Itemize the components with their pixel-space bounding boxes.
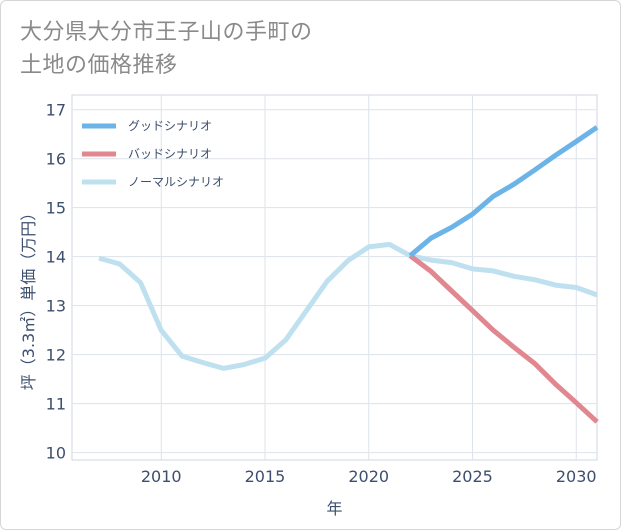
y-tick-label: 16 bbox=[46, 150, 66, 169]
series-line-2 bbox=[98, 241, 598, 371]
page-title: 大分県大分市王子山の手町の 土地の価格推移 bbox=[20, 16, 313, 82]
legend-label: グッドシナリオ bbox=[128, 119, 212, 133]
x-tick-labels: 2010 2015 2020 2025 2030 bbox=[141, 467, 597, 486]
series-line-1 bbox=[408, 253, 599, 424]
y-tick-label: 10 bbox=[46, 444, 66, 463]
series-lines bbox=[98, 125, 599, 424]
legend-label: ノーマルシナリオ bbox=[128, 175, 224, 189]
x-tick-label: 2030 bbox=[556, 467, 597, 486]
legend-label: バッドシナリオ bbox=[128, 147, 212, 161]
x-tick-label: 2010 bbox=[141, 467, 182, 486]
title-line-2: 土地の価格推移 bbox=[20, 53, 178, 78]
y-tick-label: 15 bbox=[46, 199, 66, 218]
y-tick-labels: 10 11 12 13 14 15 16 17 bbox=[46, 101, 66, 463]
x-tick-label: 2020 bbox=[348, 467, 389, 486]
y-tick-label: 12 bbox=[46, 346, 66, 365]
title-line-1: 大分県大分市王子山の手町の bbox=[20, 20, 313, 45]
grid bbox=[72, 95, 597, 460]
y-tick-label: 17 bbox=[46, 101, 66, 120]
y-tick-label: 11 bbox=[46, 395, 66, 414]
x-tick-label: 2015 bbox=[245, 467, 286, 486]
y-tick-label: 14 bbox=[46, 248, 66, 267]
y-axis-title: 坪（3.3㎡）単価（万円） bbox=[19, 205, 38, 390]
y-tick-label: 13 bbox=[46, 297, 66, 316]
series-line-0 bbox=[408, 125, 599, 258]
x-tick-label: 2025 bbox=[452, 467, 493, 486]
x-axis-title: 年 bbox=[326, 499, 342, 518]
